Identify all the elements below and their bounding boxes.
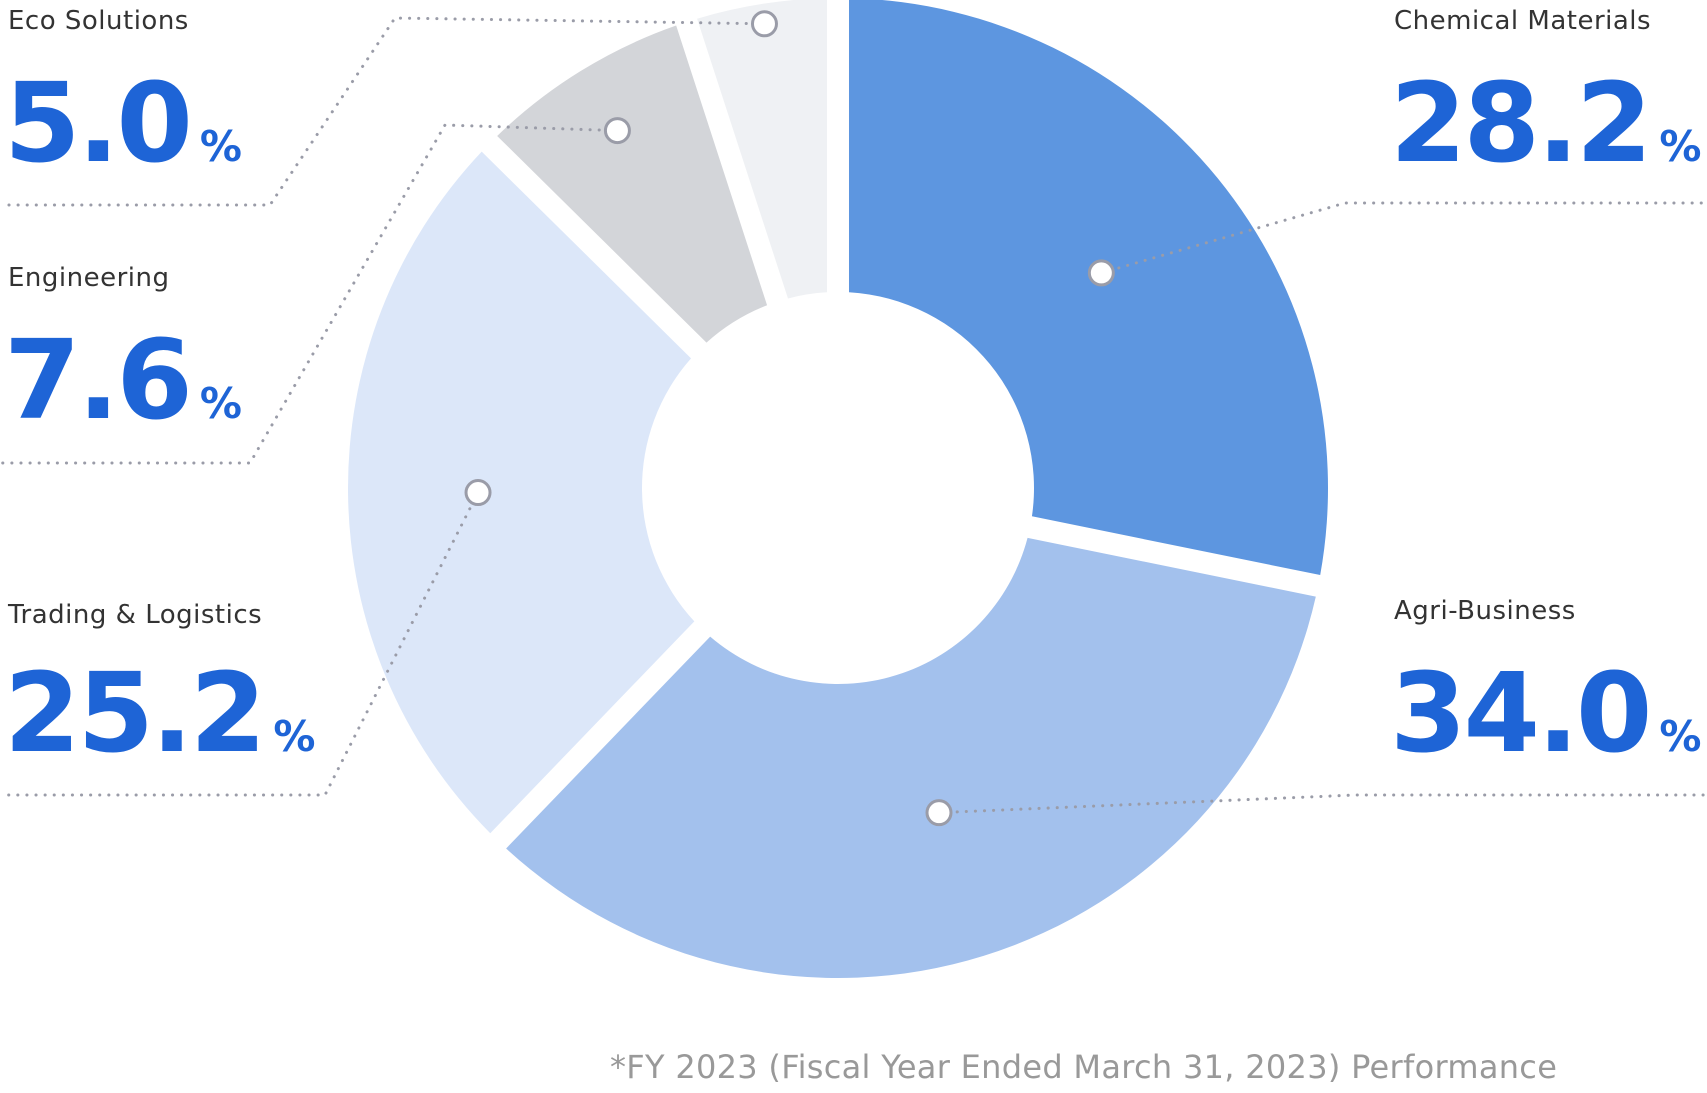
- label-engineering: Engineering: [8, 263, 170, 293]
- value-unit: %: [1659, 122, 1702, 171]
- label-agri-business: Agri-Business: [1394, 596, 1576, 626]
- value-unit: %: [273, 712, 316, 761]
- label-eco-solutions: Eco Solutions: [8, 6, 189, 36]
- value-unit: %: [199, 122, 242, 171]
- value-unit: %: [199, 379, 242, 428]
- value-chemical-materials: 28.2%: [1390, 68, 1702, 178]
- leader-dot: [750, 10, 778, 38]
- value-unit: %: [1659, 712, 1702, 761]
- value-number: 5.0: [4, 59, 193, 187]
- leader-line: [0, 16, 766, 207]
- label-trading-logistics: Trading & Logistics: [8, 600, 263, 630]
- donut-slices: [347, 0, 1328, 978]
- value-number: 34.0: [1390, 649, 1652, 777]
- slice-trading-logistics: [347, 151, 695, 834]
- leader-dot: [603, 117, 631, 145]
- leader-line: [1099, 201, 1707, 275]
- value-engineering: 7.6%: [4, 325, 242, 435]
- value-number: 25.2: [4, 649, 266, 777]
- value-agri-business: 34.0%: [1390, 658, 1702, 768]
- leader-line: [0, 491, 480, 797]
- slice-chemical-materials: [848, 0, 1328, 576]
- value-eco-solutions: 5.0%: [4, 68, 242, 178]
- value-trading-logistics: 25.2%: [4, 658, 316, 768]
- label-chemical-materials: Chemical Materials: [1394, 6, 1652, 36]
- slice-engineering: [497, 25, 768, 343]
- leader-dot: [464, 479, 492, 507]
- slice-agri-business: [506, 537, 1316, 978]
- value-number: 7.6: [4, 316, 193, 444]
- leader-dot: [925, 799, 953, 827]
- slice-eco-solutions: [697, 0, 828, 299]
- leader-dot: [1087, 259, 1115, 287]
- value-number: 28.2: [1390, 59, 1652, 187]
- footnote: *FY 2023 (Fiscal Year Ended March 31, 20…: [610, 1048, 1558, 1086]
- leader-lines: [0, 10, 1707, 827]
